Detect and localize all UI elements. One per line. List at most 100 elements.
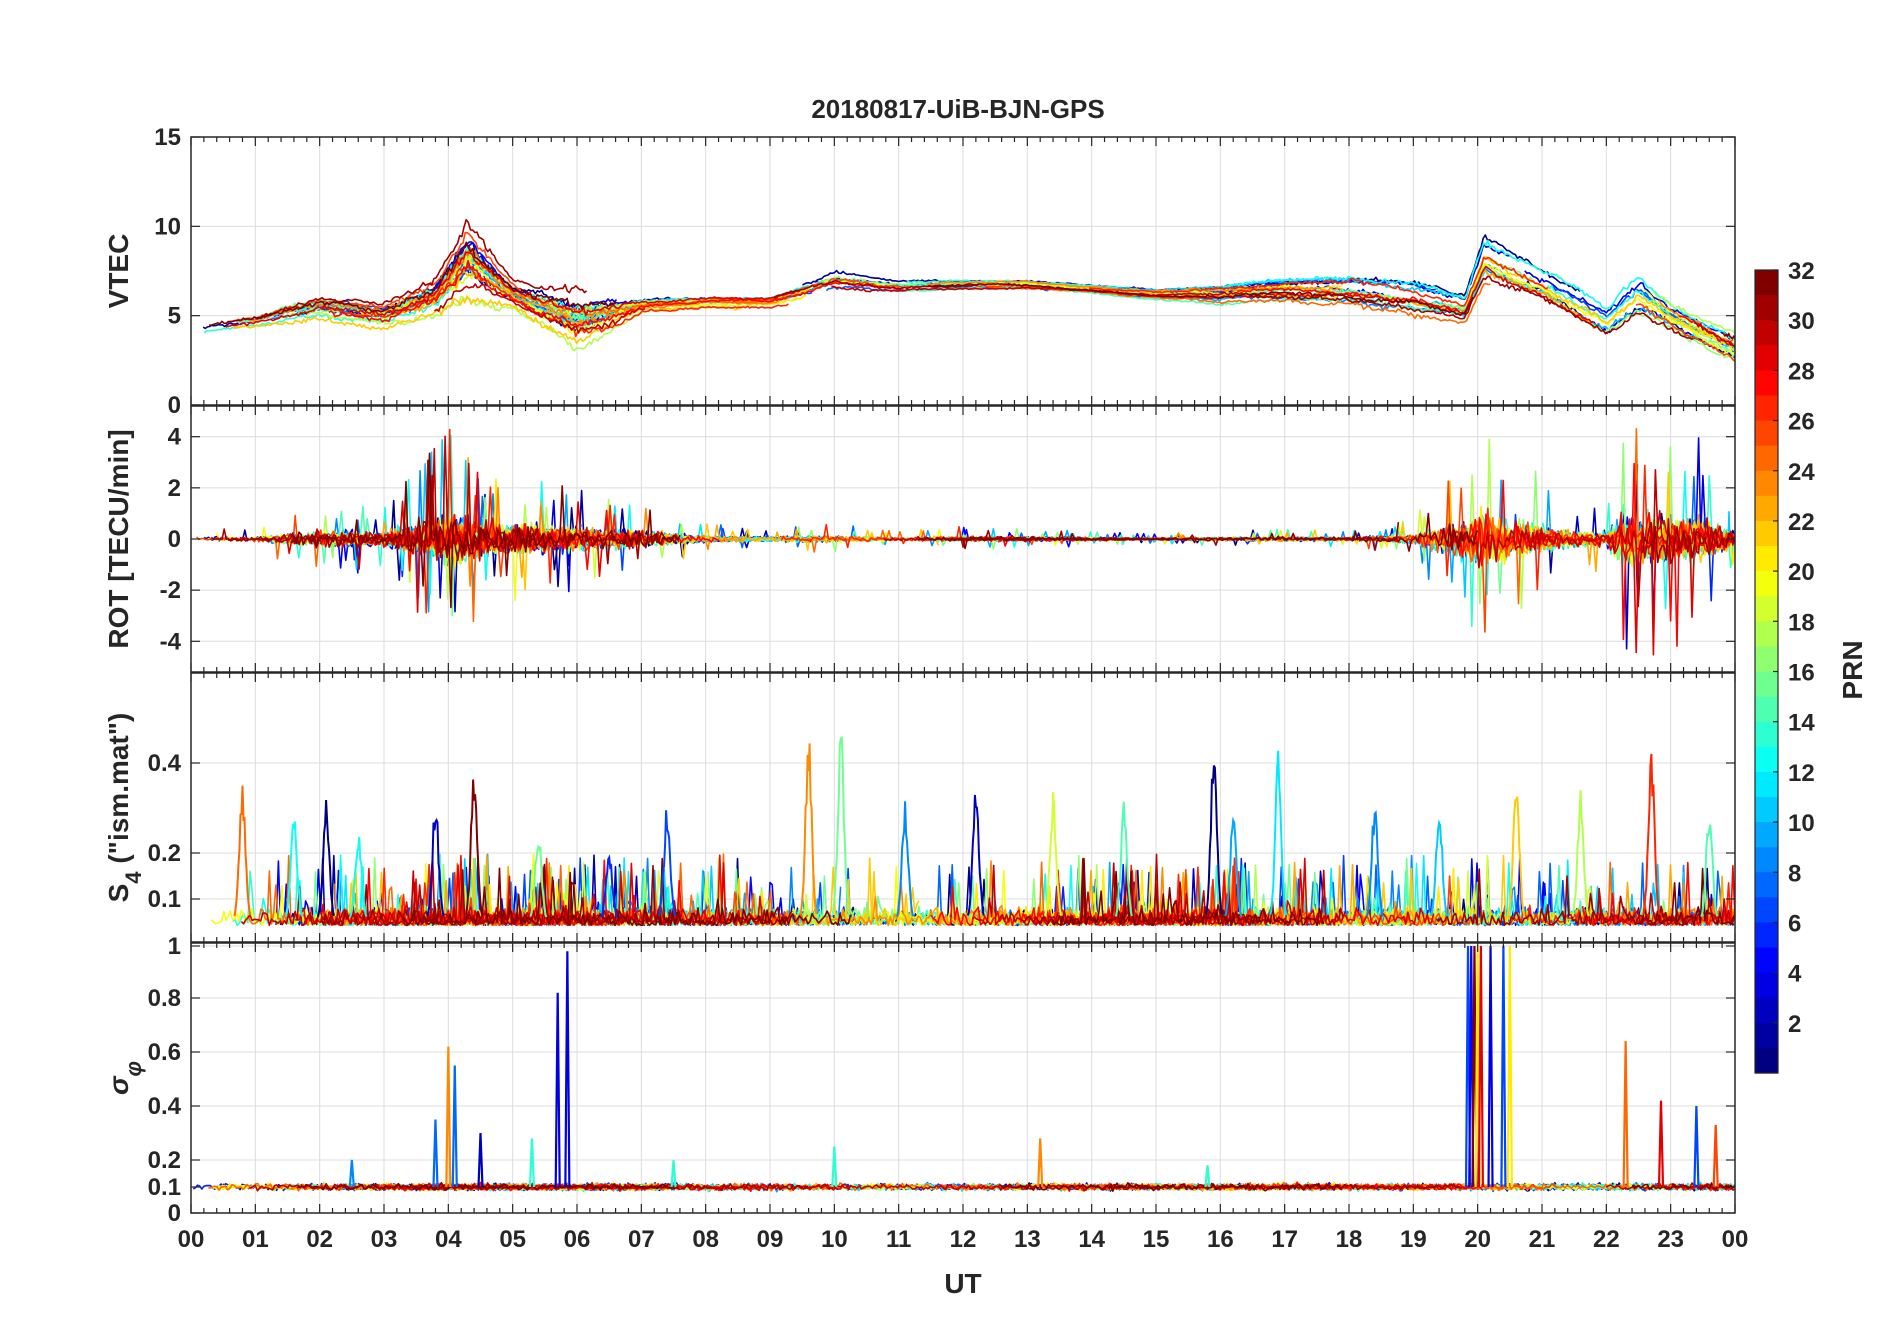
s4-peak	[529, 845, 548, 918]
x-tick-label: 14	[1078, 1226, 1105, 1253]
s4-peak	[1269, 750, 1288, 916]
prn-traces	[196, 427, 1735, 656]
sigma-spike	[1622, 1041, 1629, 1188]
prn-trace	[926, 282, 1474, 317]
colorbar-band	[1755, 295, 1778, 321]
prn-trace	[1343, 462, 1735, 647]
y-tick-labels: 0 5 10 15	[154, 124, 1735, 419]
colorbar-band	[1755, 696, 1778, 723]
y-tick-label: 2	[168, 475, 181, 502]
colorbar-band	[1755, 1047, 1778, 1074]
colorbar-tick-label: 32	[1788, 258, 1815, 285]
colorbar-band	[1755, 997, 1778, 1024]
x-ticks	[190, 943, 1736, 1213]
s4-peak	[831, 736, 850, 916]
prn-trace	[1051, 857, 1325, 927]
s4-peaks	[233, 736, 1719, 918]
s4-peak	[426, 817, 445, 916]
prn-trace	[1435, 868, 1698, 927]
prn-trace	[1465, 262, 1735, 356]
x-tick-label: 07	[628, 1226, 655, 1253]
colorbar-band	[1755, 495, 1778, 522]
x-tick-label: 04	[435, 1226, 462, 1253]
x-tick-label: 16	[1207, 1226, 1234, 1253]
x-tick-label: 11	[886, 1226, 911, 1253]
prn-trace	[1214, 239, 1735, 340]
y-tick-label: 0.1	[148, 886, 181, 913]
colorbar-band	[1755, 1022, 1778, 1049]
s4-peak	[1365, 809, 1384, 917]
x-tick-label: 18	[1336, 1226, 1363, 1253]
y-tick-labels: -4 -2 0 2 4	[160, 424, 1735, 655]
colorbar-tick-label: 12	[1788, 760, 1815, 787]
panel-vtec: 0 5 10 15 VTEC	[103, 124, 1736, 419]
colorbar-tick-label: 8	[1788, 860, 1801, 887]
prn-traces	[210, 853, 1735, 927]
prn-trace	[1475, 256, 1735, 346]
x-tick-label: 19	[1400, 1226, 1427, 1253]
prn-trace	[1694, 322, 1735, 348]
x-tick-label: 06	[564, 1226, 591, 1253]
prn-trace	[1089, 256, 1549, 307]
x-tick-label: 13	[1014, 1226, 1041, 1253]
prn-trace	[1022, 858, 1264, 927]
colorbar-band	[1755, 822, 1778, 848]
colorbar-band	[1755, 621, 1778, 647]
colorbar-tick-label: 22	[1788, 509, 1815, 536]
colorbar-band	[1755, 721, 1778, 748]
x-tick-labels: 00 01 02 03 04 05 06 07 08 09 10 11 12 13 14 15 16 17 18 19…	[178, 1226, 1749, 1253]
x-tick-label: 22	[1593, 1226, 1620, 1253]
x-tick-label: 20	[1464, 1226, 1491, 1253]
y-tick-label: 5	[168, 303, 181, 330]
s4-peak	[1044, 792, 1063, 917]
prn-traces	[202, 218, 1735, 362]
x-tick-label: 17	[1271, 1226, 1298, 1253]
colorbar-band	[1755, 972, 1778, 999]
prn-trace	[227, 231, 521, 323]
s4-peak	[1642, 753, 1661, 915]
y-tick-label: -2	[160, 577, 181, 604]
sigma-spike	[1037, 1138, 1044, 1188]
sigma-spike	[348, 1159, 355, 1188]
colorbar-band	[1755, 671, 1778, 698]
colorbar-band	[1755, 395, 1778, 422]
sigma-spike	[1506, 945, 1513, 1188]
colorbar-tick-label: 18	[1788, 609, 1815, 636]
sigma-spike	[451, 1065, 458, 1188]
colorbar-band	[1755, 947, 1778, 974]
colorbar-band	[1755, 370, 1778, 397]
y-tick-label: 0.2	[148, 840, 181, 867]
x-ticks	[190, 406, 1736, 672]
x-ticks	[190, 673, 1736, 942]
chart-title: 20180817-UiB-BJN-GPS	[811, 94, 1104, 124]
y-tick-label: -4	[160, 628, 182, 655]
prn-trace	[926, 279, 1342, 293]
prn-trace	[1721, 332, 1735, 340]
y-tick-label: 0	[168, 392, 181, 419]
prn-trace	[244, 250, 787, 329]
colorbar-band	[1755, 470, 1778, 497]
s4-peak	[233, 785, 252, 917]
panel-sigma-phi: 00.10.2 0.4 0.6 0.8 1 σφ 00 01 02 03 04 05 06 07 08 09 1…	[103, 933, 1748, 1299]
s4-peak	[465, 779, 484, 916]
sigma-spike	[528, 1138, 536, 1188]
s4-peak	[658, 810, 677, 917]
prn-trace	[1581, 861, 1735, 927]
x-tick-label: 01	[242, 1226, 269, 1253]
s4-peak	[966, 794, 985, 916]
colorbar-band	[1755, 922, 1778, 949]
y-tick-label: 0.8	[148, 985, 181, 1012]
s4-peak	[1224, 816, 1243, 917]
colorbar-band	[1755, 646, 1778, 673]
prn-trace	[328, 259, 904, 328]
panel-rot: -4 -2 0 2 4 ROT [TECU/min]	[103, 405, 1736, 673]
x-tick-label: 15	[1143, 1226, 1170, 1253]
y-tick-label: 10	[154, 213, 181, 240]
colorbar-band	[1755, 796, 1778, 823]
prn-trace	[1652, 290, 1735, 335]
x-tick-label: 12	[950, 1226, 977, 1253]
colorbar-band	[1755, 520, 1778, 547]
y-tick-label: 0	[168, 526, 181, 553]
sigma-spike	[554, 992, 561, 1188]
sigma-spike	[1712, 1124, 1719, 1188]
